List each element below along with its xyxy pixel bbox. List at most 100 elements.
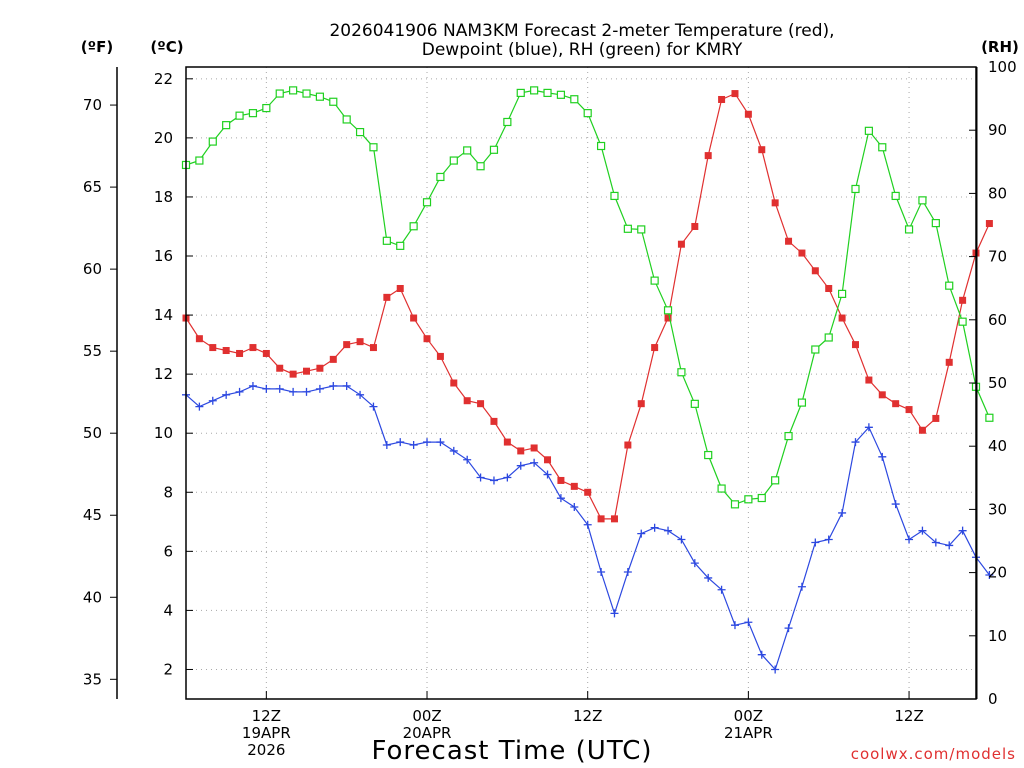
- rh-point: [302, 89, 311, 98]
- rh-point: [864, 126, 873, 135]
- temperature-point: [557, 476, 565, 484]
- fahrenheit-tick-label: 60: [83, 260, 102, 278]
- grid-lines: [186, 67, 976, 699]
- rh-point: [275, 89, 284, 98]
- rh-point: [516, 88, 525, 98]
- dewpoint-point: [476, 473, 485, 482]
- fahrenheit-tick-label: 70: [83, 96, 102, 114]
- x-tick-label: 00Z: [734, 707, 763, 725]
- rh-point: [449, 156, 458, 165]
- temperature-point: [624, 441, 632, 449]
- dewpoint-point: [208, 396, 217, 405]
- rh-point: [985, 413, 994, 422]
- rh-point: [596, 141, 606, 151]
- rh-point: [904, 225, 914, 234]
- temperature-point: [878, 391, 886, 399]
- rh-point: [503, 117, 512, 127]
- dewpoint-point: [958, 526, 967, 535]
- rh-tick-label: 70: [988, 248, 1007, 266]
- rh-point: [730, 500, 740, 509]
- rh-point: [891, 191, 900, 201]
- temperature-point: [262, 349, 270, 357]
- dewpoint-point: [530, 458, 539, 467]
- dewpoint-point: [757, 650, 766, 659]
- rh-point: [248, 109, 258, 118]
- dewpoint-point: [677, 535, 686, 544]
- temperature-point: [329, 355, 337, 363]
- temperature-point: [677, 240, 685, 248]
- temperature-point: [503, 438, 511, 446]
- rh-point: [556, 90, 566, 99]
- celsius-tick-label: 14: [154, 306, 173, 324]
- rh-point: [811, 345, 820, 354]
- celsius-tick-label: 16: [154, 247, 173, 265]
- rh-point: [369, 143, 378, 152]
- dewpoint-point: [516, 461, 525, 470]
- temperature-point: [222, 347, 230, 355]
- rh-point: [463, 146, 472, 155]
- dewpoint-point: [744, 618, 753, 627]
- temperature-point: [517, 447, 525, 455]
- dewpoint-point: [248, 381, 257, 390]
- dewpoint-point: [597, 568, 606, 577]
- rh-point: [315, 92, 324, 101]
- x-tick-label: 12Z: [894, 707, 923, 725]
- rh-tick-label: 90: [988, 121, 1007, 139]
- fahrenheit-tick-label: 35: [83, 670, 102, 688]
- x-tick-label: 00Z: [412, 707, 441, 725]
- dewpoint-point: [771, 665, 780, 674]
- rh-tick-label: 100: [988, 58, 1017, 76]
- temperature-point: [744, 110, 752, 118]
- rh-point: [824, 333, 833, 342]
- rh-tick-label: 0: [988, 690, 998, 708]
- rh-point: [543, 88, 552, 98]
- rh-point: [262, 103, 271, 113]
- temperature-point: [718, 95, 726, 103]
- temperature-point: [985, 220, 993, 228]
- rh-point: [744, 495, 753, 504]
- temperature-point: [811, 267, 819, 275]
- dewpoint-point: [382, 441, 391, 450]
- rh-point: [436, 172, 445, 182]
- dewpoint-point: [945, 541, 954, 550]
- temperature-point: [851, 341, 859, 349]
- temperature-point: [691, 222, 699, 230]
- rh-point: [704, 450, 713, 460]
- dewpoint-point: [570, 503, 579, 512]
- x-tick-label: 19APR: [242, 724, 291, 742]
- temperature-point: [530, 444, 538, 452]
- x-tick-label: 21APR: [724, 724, 773, 742]
- temperature-point: [195, 335, 203, 343]
- temperature-point: [838, 314, 846, 322]
- dewpoint-point: [289, 387, 298, 396]
- temperature-point: [758, 146, 766, 154]
- temperature-point: [410, 314, 418, 322]
- rh-point: [610, 191, 619, 201]
- dewpoint-point: [664, 526, 673, 535]
- axis-labels: 2 4 6 8 10 12 14 16 18 20 22 35 40 45 50 55 60 65 70 0 10 20 3…: [83, 58, 1017, 759]
- rh-point: [784, 431, 793, 441]
- x-tick-label: 20APR: [403, 724, 452, 742]
- rh-point: [409, 222, 418, 231]
- celsius-tick-label: 18: [154, 188, 173, 206]
- temperature-point: [905, 406, 913, 414]
- x-tick-label: 2026: [247, 741, 285, 759]
- chart-title-line1: 2026041906 NAM3KM Forecast 2-meter Tempe…: [329, 21, 834, 41]
- dewpoint-point: [556, 494, 565, 503]
- temperature-point: [423, 335, 431, 343]
- rh-point: [637, 225, 646, 234]
- dewpoint-point: [396, 438, 405, 447]
- temperature-point: [959, 296, 967, 304]
- temperature-point: [544, 456, 552, 464]
- rh-tick-label: 80: [988, 184, 1007, 202]
- temperature-point: [316, 364, 324, 372]
- dewpoint-point: [650, 523, 659, 532]
- rh-tick-label: 20: [988, 564, 1007, 582]
- rh-tick-label: 40: [988, 437, 1007, 455]
- dewpoint-point: [891, 500, 900, 509]
- dewpoint-point: [985, 570, 994, 579]
- dewpoint-point: [623, 568, 632, 577]
- celsius-tick-label: 6: [163, 542, 173, 560]
- rh-point: [958, 317, 967, 326]
